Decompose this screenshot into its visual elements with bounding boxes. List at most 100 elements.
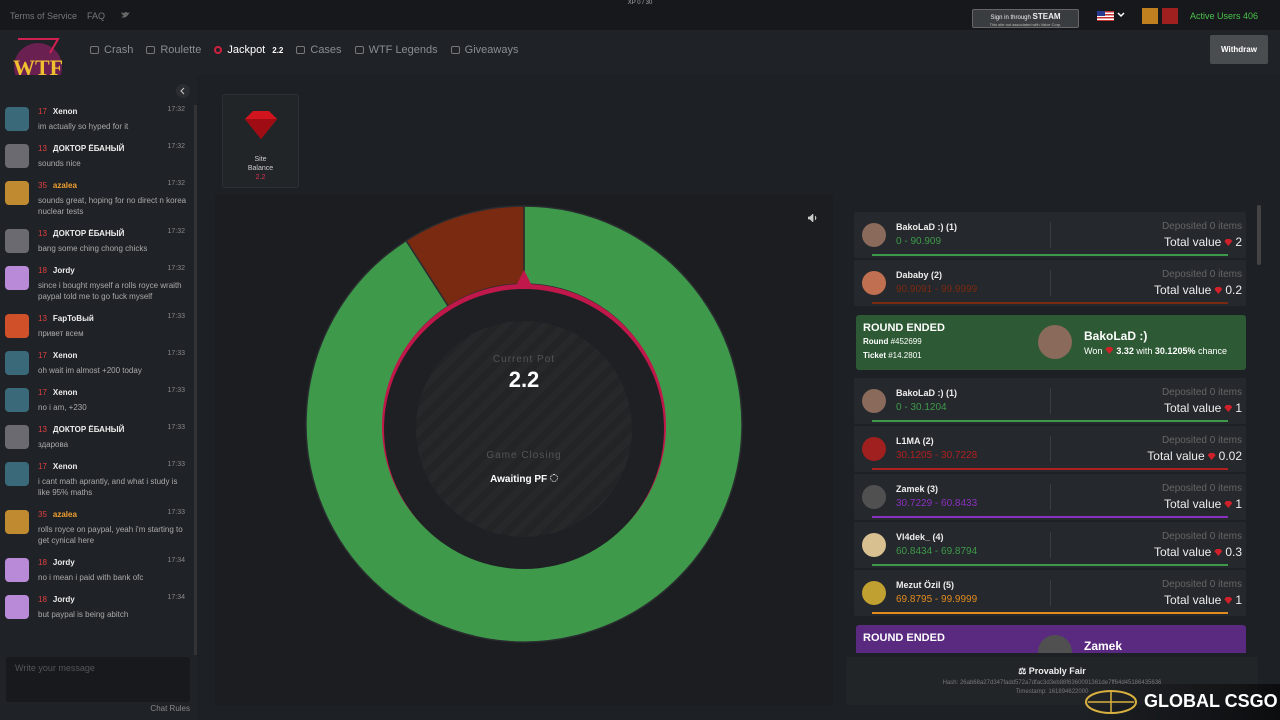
tos-link[interactable]: Terms of Service [10, 11, 78, 21]
avatar [5, 595, 29, 619]
dota-icon[interactable] [1162, 8, 1178, 24]
ticket-range: 30.1205 - 30.7228 [896, 450, 978, 461]
user-name[interactable]: Jordy [52, 266, 75, 275]
deposit-entry: Mezut Özil (5) 69.8795 - 99.9999 Deposited… [854, 570, 1246, 616]
deposit-entry: Dababy (2) 90.9091 - 99.9999 Deposited 0 i… [854, 260, 1246, 306]
message-header: 13 ДОКТОР ЁБАНЫЙ [38, 424, 188, 436]
user-name[interactable]: ДОКТОР ЁБАНЫЙ [52, 229, 125, 238]
steam-brand: STEAM [1032, 12, 1061, 21]
total-value: Total value 0.3 [1154, 545, 1242, 559]
nav-item[interactable]: Cases [296, 44, 342, 56]
separator [1050, 580, 1051, 606]
user-level: 13 [38, 144, 47, 153]
pot-label: Current Pot [492, 354, 556, 365]
chevron [1117, 12, 1125, 18]
total-value: Total value 1 [1164, 593, 1242, 607]
nav-label: Roulette [160, 44, 202, 56]
chat-message: 35 azalea 17:33 rolls royce on paypal, yeah… [0, 506, 194, 554]
chat-message: 17 Xenon 17:33 no i am, +230 [0, 384, 194, 421]
user-name[interactable]: FapToВый [52, 314, 94, 323]
pf-timestamp: Timestamp: 161894622000 [1015, 689, 1089, 695]
message-time: 17:32 [167, 228, 185, 235]
winner-name: Zamek [1084, 639, 1123, 653]
user-name[interactable]: azalea [52, 181, 77, 190]
gem [1224, 597, 1233, 604]
sound-icon[interactable] [808, 214, 818, 222]
round-number: Round #452699 [863, 337, 922, 346]
nav-label: Giveaways [464, 44, 519, 56]
message-text: привет всем [38, 329, 84, 338]
flag[interactable] [1097, 11, 1114, 21]
gem [1224, 405, 1233, 412]
nav-item[interactable]: Crash [90, 44, 133, 56]
avatar [862, 271, 886, 295]
nav-item[interactable]: Giveaways [450, 44, 519, 56]
steam-login[interactable]: Sign in through STEAM [972, 9, 1079, 28]
nav-item[interactable]: WTF Legends [354, 44, 438, 56]
with: with [1136, 346, 1153, 356]
user-name[interactable]: Xenon [52, 388, 78, 397]
separator [1050, 388, 1051, 414]
deposit-entry: BakoLaD :) (1) 0 - 30.1204 Deposited 0 ite… [854, 378, 1246, 424]
entry-bar [872, 516, 1228, 518]
nav-item[interactable]: Roulette [146, 44, 201, 56]
chat-message: 13 FapToВый 17:33 привет всем [0, 310, 194, 347]
avatar [862, 533, 886, 557]
chat-input[interactable]: Write your message [6, 657, 190, 702]
spinner [549, 474, 558, 482]
message-header: 13 ДОКТОР ЁБАНЫЙ [38, 228, 188, 240]
value: 0.2 [1225, 283, 1242, 297]
user-name[interactable]: Jordy [52, 595, 75, 604]
avatar [5, 462, 29, 486]
user-name[interactable]: Xenon [52, 351, 78, 360]
round-heading: ROUND ENDED [863, 322, 945, 334]
avatar [5, 558, 29, 582]
awaiting-text: Awaiting PF [490, 474, 548, 485]
user-name[interactable]: Jordy [52, 558, 75, 567]
collapse-chat[interactable] [176, 84, 190, 98]
gem [1105, 347, 1114, 354]
chat-rules[interactable]: Chat Rules [150, 704, 190, 713]
message-text: oh wait im almost +200 today [38, 366, 142, 375]
chat-message: 18 Jordy 17:34 but paypal is being abitch [0, 591, 194, 628]
message-time: 17:32 [167, 180, 185, 187]
avatar [862, 437, 886, 461]
nav-icon [296, 46, 306, 54]
separator [1050, 532, 1051, 558]
csgo-icon[interactable] [1142, 8, 1158, 24]
pf-title[interactable]: ⚖ Provably Fair [1018, 666, 1086, 676]
chat-message: 17 Xenon 17:33 i cant math aprantly, and wh… [0, 458, 194, 506]
ticket-range: 0 - 30.1204 [896, 402, 947, 413]
total-value: Total value 0.02 [1147, 449, 1242, 463]
user-name[interactable]: ДОКТОР ЁБАНЫЙ [52, 144, 125, 153]
user-name[interactable]: ДОКТОР ЁБАНЫЙ [52, 425, 125, 434]
avatar [5, 425, 29, 449]
withdraw-button[interactable]: Withdraw [1210, 35, 1268, 64]
user-name[interactable]: azalea [52, 510, 77, 519]
message-header: 17 Xenon [38, 350, 188, 362]
message-time: 17:33 [167, 387, 185, 394]
gem [1224, 501, 1233, 508]
message-header: 13 ДОКТОР ЁБАНЫЙ [38, 143, 188, 155]
chat-messages: 17 Xenon 17:32 im actually so hyped for it 1… [0, 103, 194, 658]
message-text: sounds great, hoping for no direct n kor… [38, 196, 187, 216]
nav-items: Crash Roulette Jackpot 2.2 Cases WTF Legends G… [90, 44, 518, 56]
nav-item[interactable]: Jackpot 2.2 [214, 44, 283, 56]
message-header: 17 Xenon [38, 461, 188, 473]
balance-label: Balance [247, 165, 274, 172]
winner-avatar [1038, 325, 1072, 359]
user-name[interactable]: Xenon [52, 107, 78, 116]
user-name[interactable]: Xenon [52, 462, 78, 471]
active-users: Active Users 406 [1190, 11, 1259, 21]
nav-label: Cases [310, 44, 342, 56]
faq-link[interactable]: FAQ [87, 11, 106, 21]
user-level: 35 [38, 510, 47, 519]
ticket-range: 0 - 90.909 [896, 236, 942, 247]
avatar [5, 144, 29, 168]
user-level: 35 [38, 181, 47, 190]
avatar [5, 181, 29, 205]
ticket-label: Ticket [863, 351, 886, 360]
chat-message: 13 ДОКТОР ЁБАНЫЙ 17:32 bang some ching chon… [0, 225, 194, 262]
won-value: 3.32 [1116, 346, 1134, 356]
twitter-icon[interactable] [121, 11, 130, 19]
